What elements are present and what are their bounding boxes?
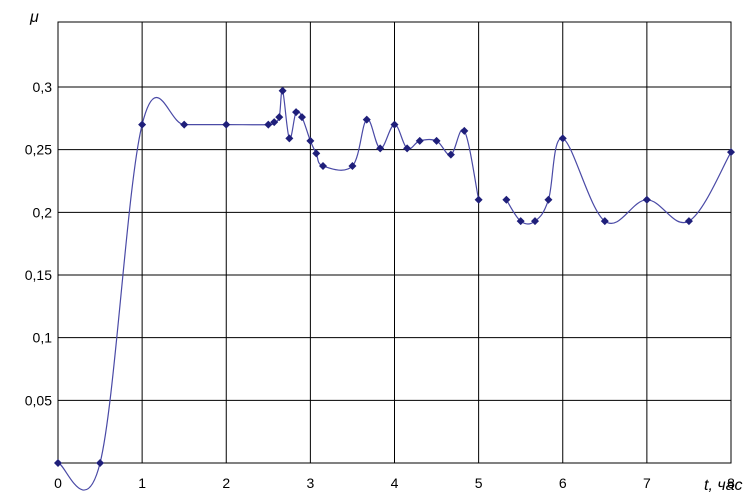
x-tick-label: 3 — [306, 475, 314, 491]
data-point-marker — [432, 136, 441, 145]
data-point-marker — [138, 120, 147, 129]
data-point-marker — [297, 113, 306, 122]
y-tick-label: 0,05 — [25, 392, 52, 408]
y-tick-label: 0,2 — [33, 204, 53, 220]
data-point-marker — [275, 113, 284, 122]
x-axis-label: t, час — [704, 477, 743, 494]
series-line-segment — [505, 137, 732, 225]
series-line-segment — [57, 89, 480, 491]
x-tick-label: 8 — [727, 475, 735, 491]
y-tick-label: 0,1 — [33, 330, 53, 346]
data-point-marker — [558, 134, 567, 143]
data-point-marker — [390, 120, 399, 129]
data-point-marker — [222, 120, 231, 129]
x-tick-label: 4 — [391, 475, 399, 491]
data-point-marker — [684, 217, 693, 226]
data-point-marker — [516, 217, 525, 226]
series-markers — [54, 86, 735, 467]
y-tick-label: 0,15 — [25, 267, 52, 283]
y-tick-label: 0,3 — [33, 79, 53, 95]
x-tick-label: 2 — [222, 475, 230, 491]
data-point-marker — [530, 217, 539, 226]
data-point-marker — [642, 195, 651, 204]
y-tick-label: 0,25 — [25, 142, 52, 158]
data-point-marker — [292, 108, 301, 117]
data-point-marker — [264, 120, 273, 129]
data-point-marker — [318, 161, 327, 170]
data-point-marker — [270, 118, 279, 127]
data-point-marker — [285, 134, 294, 143]
data-point-marker — [362, 115, 371, 124]
data-point-marker — [600, 217, 609, 226]
data-point-marker — [446, 150, 455, 159]
x-tick-label: 1 — [138, 475, 146, 491]
x-tick-label: 0 — [54, 475, 62, 491]
data-point-marker — [474, 195, 483, 204]
data-point-marker — [727, 148, 735, 157]
data-point-marker — [376, 144, 385, 153]
data-point-marker — [54, 459, 62, 467]
data-point-marker — [403, 144, 412, 153]
data-point-marker — [306, 136, 315, 145]
data-point-marker — [180, 120, 189, 129]
grid-lines — [57, 21, 732, 464]
x-axis-tick-labels: 0 1 2 3 4 5 6 7 8 — [54, 475, 735, 491]
data-point-marker — [348, 161, 357, 170]
x-tick-label: 5 — [475, 475, 483, 491]
data-point-marker — [278, 86, 287, 95]
data-point-marker — [502, 195, 511, 204]
data-point-marker — [312, 149, 321, 158]
x-tick-label: 6 — [559, 475, 567, 491]
y-axis-label: μ — [29, 9, 39, 26]
x-tick-label: 7 — [643, 475, 651, 491]
y-axis-tick-labels: 0,05 0,1 0,15 0,2 0,25 0,3 — [25, 79, 52, 408]
data-point-marker — [415, 136, 424, 145]
data-point-marker — [96, 459, 105, 467]
data-point-marker — [460, 126, 469, 135]
data-point-marker — [544, 195, 553, 204]
